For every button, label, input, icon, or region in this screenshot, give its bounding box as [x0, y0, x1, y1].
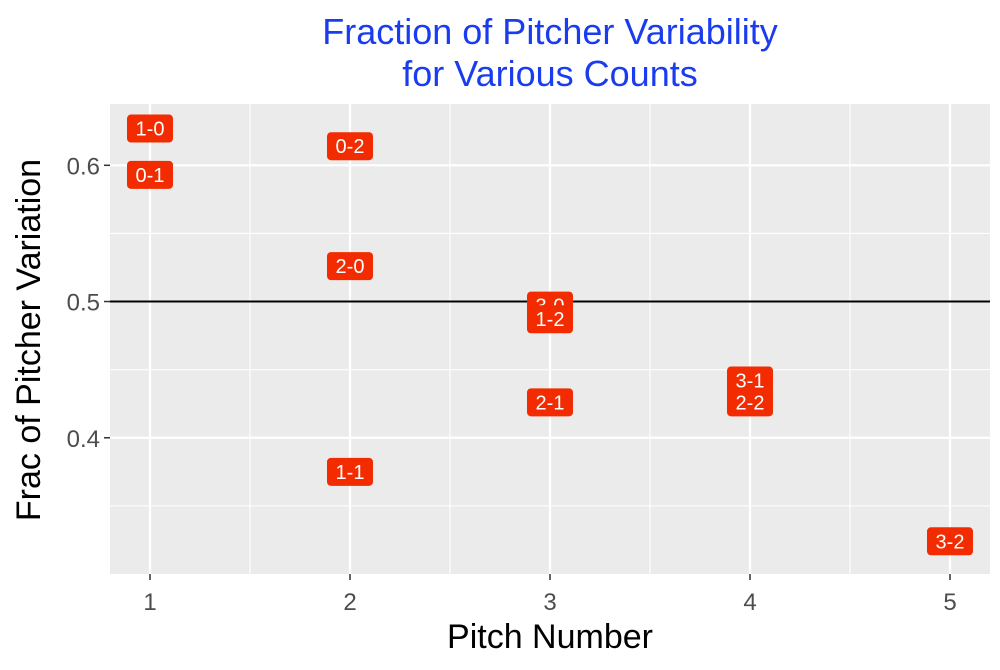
point-label-text: 1-0 [136, 119, 165, 141]
point-label-text: 3-2 [936, 531, 965, 553]
point-label-box [327, 252, 373, 281]
point-label-box [727, 366, 773, 395]
x-tick-label: 4 [743, 589, 756, 616]
point-label-text: 2-0 [336, 256, 365, 278]
x-axis-title: Pitch Number [447, 618, 653, 656]
point-label-3-1: 3-1 [727, 366, 773, 395]
point-label-1-2: 1-2 [527, 305, 573, 334]
point-label-box [527, 305, 573, 334]
point-label-box [927, 527, 973, 556]
point-label-0-2: 0-2 [327, 132, 373, 161]
y-tick-label: 0.4 [67, 426, 100, 453]
x-tick-label: 2 [343, 589, 356, 616]
chart-title-line-1: Fraction of Pitcher Variability [322, 11, 778, 52]
point-label-box [527, 388, 573, 417]
point-label-2-0: 2-0 [327, 252, 373, 281]
point-label-box [127, 160, 173, 189]
point-label-box [727, 388, 773, 417]
point-label-box [327, 132, 373, 161]
y-axis-title: Frac of Pitcher Variation [10, 159, 48, 521]
point-label-text: 1-1 [336, 462, 365, 484]
x-axis-ticks: 1 2 3 4 5 [143, 574, 957, 616]
point-labels: 1-00-10-22-01-13-01-22-13-12-23-2 [127, 114, 973, 556]
point-label-text: 2-1 [536, 392, 565, 414]
x-tick-label: 5 [943, 589, 956, 616]
y-tick-label: 0.6 [67, 153, 100, 180]
x-tick-label: 3 [543, 589, 556, 616]
point-label-1-1: 1-1 [327, 457, 373, 486]
point-label-text: 2-2 [736, 392, 765, 414]
chart-title-line-2: for Various Counts [402, 53, 697, 94]
point-label-text: 0-1 [136, 165, 165, 187]
point-label-1-0: 1-0 [127, 114, 173, 143]
point-label-box [127, 114, 173, 143]
point-label-text: 1-2 [536, 309, 565, 331]
chart-title: Fraction of Pitcher Variability for Vari… [322, 11, 778, 94]
point-label-2-1: 2-1 [527, 388, 573, 417]
y-axis-ticks: 0.4 0.5 0.6 [67, 153, 110, 453]
point-label-text: 3-1 [736, 371, 765, 393]
point-label-text: 0-2 [336, 136, 365, 158]
point-label-3-2: 3-2 [927, 527, 973, 556]
y-tick-label: 0.5 [67, 290, 100, 317]
point-label-0-1: 0-1 [127, 160, 173, 189]
x-tick-label: 1 [143, 589, 156, 616]
point-label-2-2: 2-2 [727, 388, 773, 417]
point-label-box [327, 457, 373, 486]
